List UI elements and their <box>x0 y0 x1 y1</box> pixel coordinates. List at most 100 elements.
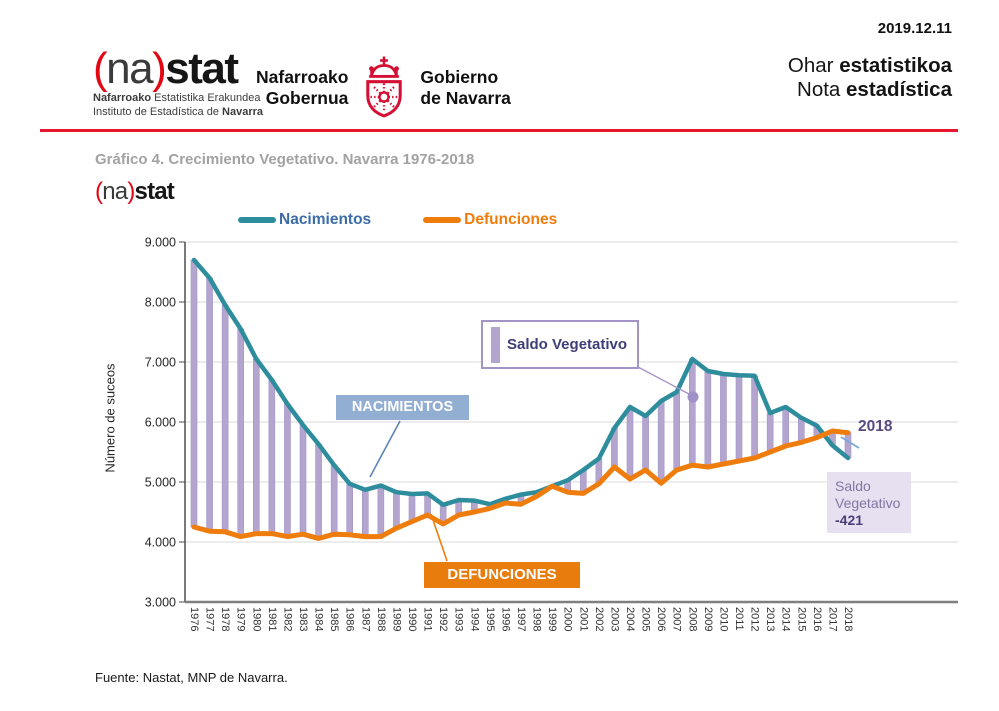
legend-item-defunciones: Defunciones <box>423 211 557 229</box>
saldo-bar <box>393 491 400 529</box>
y-tick-labels: 9.000 8.000 7.000 6.000 5.000 4.000 3.000 <box>145 236 185 610</box>
nacimientos-line <box>191 257 851 508</box>
nastat-subtitle-basque: Nafarroako Estatistika Erakundea <box>93 92 261 104</box>
x-tick-label: 2011 <box>733 607 745 631</box>
x-tick-label: 1986 <box>344 607 356 631</box>
saldo-bar <box>330 464 338 535</box>
x-tick-label: 1997 <box>515 607 527 631</box>
saldo-bar <box>190 259 198 528</box>
x-tick-label: 1988 <box>375 607 387 631</box>
x-tick-label: 1984 <box>313 607 325 631</box>
saldo-box-line1: Saldo <box>835 478 871 494</box>
saldo-bar <box>642 415 649 471</box>
x-tick-label: 2005 <box>640 607 652 631</box>
x-tick-label: 2006 <box>655 607 667 631</box>
saldo-bar <box>720 373 727 465</box>
x-tick-label: 2008 <box>686 607 698 631</box>
saldo-box-line2: Vegetativo <box>835 495 901 511</box>
x-tick-label: 2004 <box>624 607 636 631</box>
x-tick-label: 1982 <box>281 607 293 631</box>
x-tick-label: 1999 <box>546 607 558 631</box>
saldo-leader-line <box>637 366 690 395</box>
saldo-bar <box>797 417 805 443</box>
x-tick-label: 2007 <box>671 607 683 631</box>
saldo-bar <box>751 375 758 459</box>
saldo-callout-label: Saldo Vegetativo <box>507 336 628 353</box>
navarra-emblem-icon <box>366 56 403 118</box>
x-tick-label: 2014 <box>780 607 792 631</box>
saldo-bar <box>408 493 416 522</box>
x-tick-label: 1979 <box>235 607 247 631</box>
nastat-wordmark: (na)stat <box>93 46 263 92</box>
y-tick-label: 7.000 <box>145 356 176 370</box>
saldo-bar <box>206 277 213 532</box>
x-tick-label: 1994 <box>468 607 480 631</box>
y-tick-label: 9.000 <box>145 236 176 250</box>
nota-estadistica-title: Ohar estatistikoa Nota estadística <box>787 54 952 101</box>
x-tick-label: 2001 <box>577 607 589 631</box>
logo-na: na <box>106 44 153 93</box>
year-2018-leader-line <box>840 436 860 449</box>
x-tick-label: 2012 <box>749 607 761 631</box>
defunciones-line <box>191 428 851 541</box>
header-rule <box>40 129 958 132</box>
saldo-bar <box>688 358 696 466</box>
defunciones-leader-line <box>430 513 448 562</box>
y-tick-label: 3.000 <box>145 596 176 610</box>
saldo-bar <box>735 374 743 462</box>
gobierno-text-spanish: Gobierno de Navarra <box>420 67 511 108</box>
saldo-marker-dot <box>687 391 699 403</box>
saldo-bar-swatch <box>491 326 500 363</box>
saldo-bar <box>657 400 665 484</box>
x-tick-label: 2002 <box>593 607 605 631</box>
nacimientos-line-swatch <box>238 217 276 223</box>
x-tick-label: 2013 <box>764 607 776 631</box>
saldo-bar <box>782 406 790 447</box>
x-tick-label: 2015 <box>795 607 807 631</box>
x-tick-label: 2000 <box>562 607 574 631</box>
x-tick-label: 1987 <box>359 607 371 631</box>
x-tick-label: 1993 <box>453 607 465 631</box>
x-tick-label: 1981 <box>266 607 278 631</box>
x-tick-label: 1991 <box>422 607 434 631</box>
nacimientos-leader-line <box>369 420 401 478</box>
logo-paren-open: ( <box>93 44 108 93</box>
saldo-vegetativo-2018-box: Saldo Vegetativo -421 <box>827 472 911 533</box>
x-tick-label: 1978 <box>219 607 231 631</box>
y-tick-label: 8.000 <box>145 296 176 310</box>
logo-paren-close: ) <box>152 44 167 93</box>
nastat-logo: (na)stat Nafarroako Estatistika Erakunde… <box>93 46 263 119</box>
saldo-bar <box>237 328 245 537</box>
saldo-vegetativo-callout: Saldo Vegetativo <box>481 320 639 369</box>
x-tick-label: 1995 <box>484 607 496 631</box>
nacimientos-annotation: NACIMIENTOS <box>336 395 469 420</box>
legend-item-nacimientos: Nacimientos <box>238 211 371 229</box>
x-tick-label: 1977 <box>204 607 216 631</box>
y-tick-label: 6.000 <box>145 416 176 430</box>
x-tick-label: 1983 <box>297 607 309 631</box>
saldo-bar <box>252 358 260 534</box>
saldo-bar <box>673 391 681 471</box>
x-tick-label: 1996 <box>499 607 511 631</box>
x-tick-label: 2010 <box>717 607 729 631</box>
saldo-box-value: -421 <box>835 512 864 528</box>
saldo-bar <box>299 424 307 535</box>
gobierno-text-basque: Nafarroako Gobernua <box>256 67 349 108</box>
x-tick-label: 1985 <box>328 607 340 631</box>
defunciones-line-swatch <box>423 217 462 223</box>
logo-stat: stat <box>165 44 239 93</box>
saldo-bar <box>284 403 291 537</box>
date-label: 2019.12.11 <box>877 20 952 37</box>
x-tick-label: 2016 <box>811 607 823 631</box>
saldo-bar <box>626 406 634 480</box>
chart-legend: Nacimientos Defunciones <box>238 211 557 229</box>
x-tick-label: 1989 <box>390 607 402 631</box>
saldo-bar <box>346 483 354 536</box>
y-tick-label: 4.000 <box>145 536 176 550</box>
nastat-subtitle-spanish: Instituto de Estadística de Navarra <box>93 105 264 118</box>
x-tick-label: 1998 <box>531 607 543 631</box>
saldo-bar <box>704 370 712 468</box>
x-tick-label: 2017 <box>826 607 838 631</box>
